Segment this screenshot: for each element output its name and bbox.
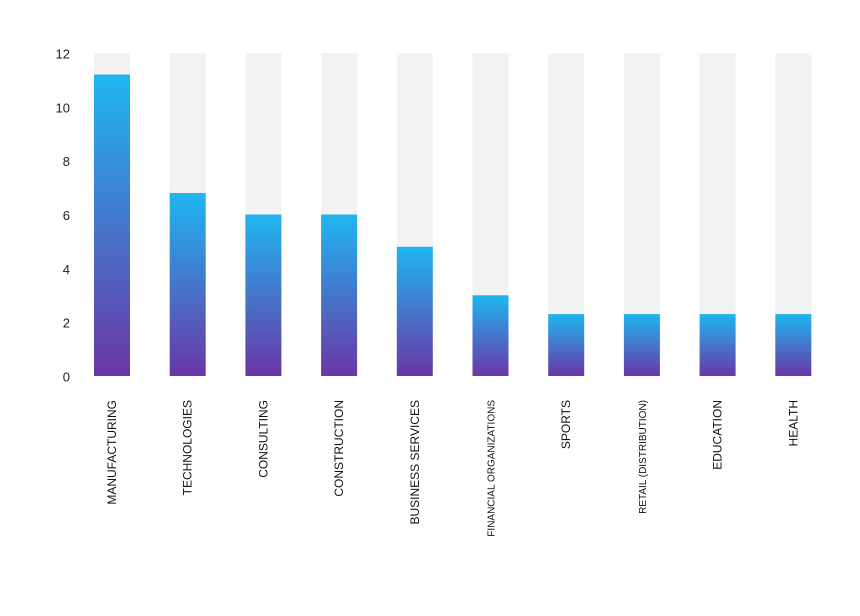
x-category-label: TECHNOLOGIES bbox=[181, 400, 195, 495]
bar bbox=[396, 246, 433, 376]
y-tick-label: 10 bbox=[56, 100, 70, 115]
y-tick-label: 2 bbox=[63, 316, 70, 331]
x-category-label: RETAIL (DISTRIBUTION) bbox=[638, 400, 649, 514]
y-tick-label: 12 bbox=[56, 46, 70, 61]
bar bbox=[623, 314, 660, 376]
x-category-label: CONSULTING bbox=[256, 400, 270, 478]
y-tick-label: 6 bbox=[63, 208, 70, 223]
bar bbox=[321, 214, 358, 376]
y-axis-ticks: 0 2 4 6 8 10 12 bbox=[56, 46, 70, 384]
bar bbox=[548, 314, 585, 376]
bar bbox=[245, 214, 282, 376]
x-category-label: EDUCATION bbox=[711, 400, 725, 470]
x-category-label: BUSINESS SERVICES bbox=[408, 400, 422, 525]
y-tick-label: 0 bbox=[63, 369, 70, 384]
x-category-label: CONSTRUCTION bbox=[332, 400, 346, 497]
y-tick-label: 4 bbox=[63, 262, 70, 277]
bars bbox=[94, 74, 812, 377]
bar bbox=[775, 314, 812, 376]
x-category-label: MANUFACTURING bbox=[105, 400, 119, 505]
bar bbox=[169, 192, 206, 376]
x-category-label: FINANCIAL ORGANIZATIONS bbox=[487, 400, 498, 537]
bar bbox=[699, 314, 736, 376]
bar bbox=[94, 74, 130, 377]
x-category-label: SPORTS bbox=[559, 400, 573, 449]
bar bbox=[472, 295, 509, 376]
y-tick-label: 8 bbox=[63, 154, 70, 169]
x-axis-categories: MANUFACTURING TECHNOLOGIES CONSULTING CONST… bbox=[105, 400, 800, 537]
x-category-label: HEALTH bbox=[786, 400, 800, 446]
